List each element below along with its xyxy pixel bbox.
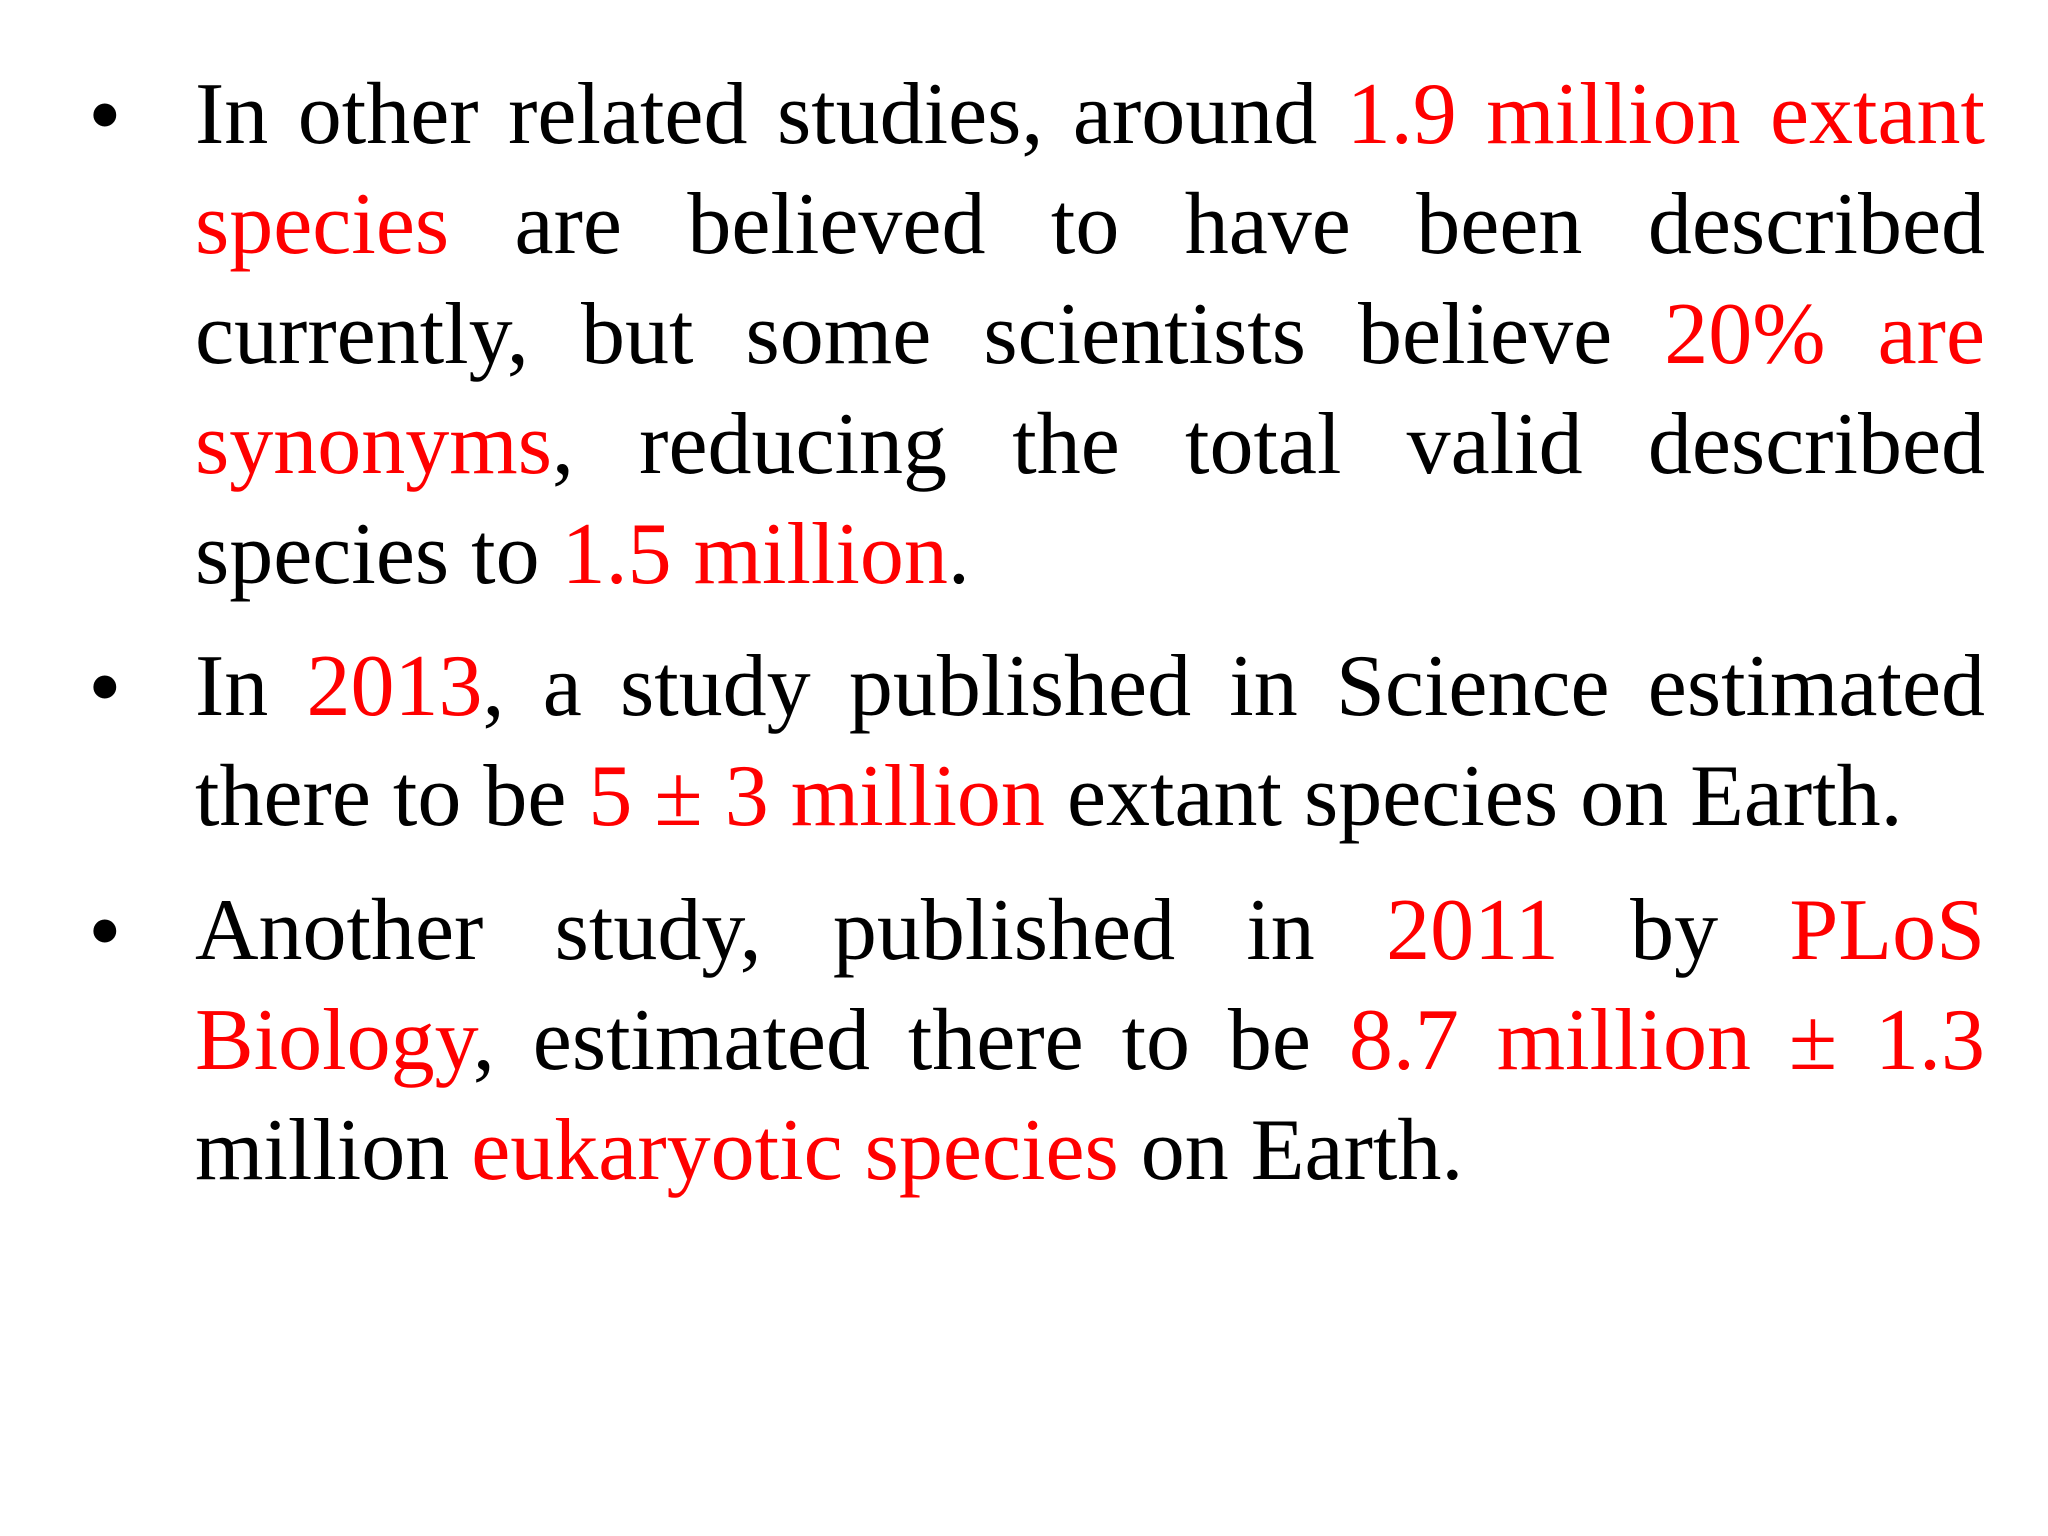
- text-segment: by: [1558, 882, 1790, 979]
- highlighted-text: eukaryotic species: [471, 1102, 1119, 1199]
- highlighted-text: 2013: [306, 638, 483, 735]
- text-segment: extant species on Earth.: [1044, 748, 1903, 845]
- highlighted-text: 20% are synonyms: [195, 286, 1985, 493]
- text-segment: .: [947, 506, 970, 603]
- text-segment: In: [195, 638, 307, 735]
- text-segment: , a study published in Science estimated…: [195, 638, 1985, 845]
- bullet-text: In 2013, a study published in Science es…: [195, 632, 1985, 852]
- text-segment: Another study, published in: [195, 882, 1387, 979]
- highlighted-text: 5 ± 3 million: [588, 748, 1045, 845]
- bullet-dot: •: [88, 633, 122, 740]
- bullet-text: In other related studies, around 1.9 mil…: [195, 60, 1985, 610]
- bullet-dot: •: [88, 877, 122, 984]
- text-segment: on Earth.: [1118, 1102, 1464, 1199]
- highlighted-text: 2011: [1386, 882, 1559, 979]
- bullet-dot: •: [88, 61, 122, 168]
- highlighted-text: 1.9 million extant species: [195, 66, 1986, 273]
- text-segment: million: [195, 1102, 472, 1199]
- bullet-text: Another study, published in 2011 by PLoS…: [195, 876, 1985, 1206]
- text-segment: , estimated there to be: [472, 992, 1349, 1089]
- text-segment: are believed to have been described curr…: [195, 176, 1985, 383]
- highlighted-text: 1.5 million: [561, 506, 948, 603]
- text-segment: , reducing the total valid described spe…: [195, 396, 1985, 603]
- text-segment: In other related studies, around: [195, 66, 1347, 163]
- highlighted-text: PLoS Biology: [195, 882, 1986, 1089]
- highlighted-text: 8.7 million ± 1.3: [1348, 992, 1985, 1089]
